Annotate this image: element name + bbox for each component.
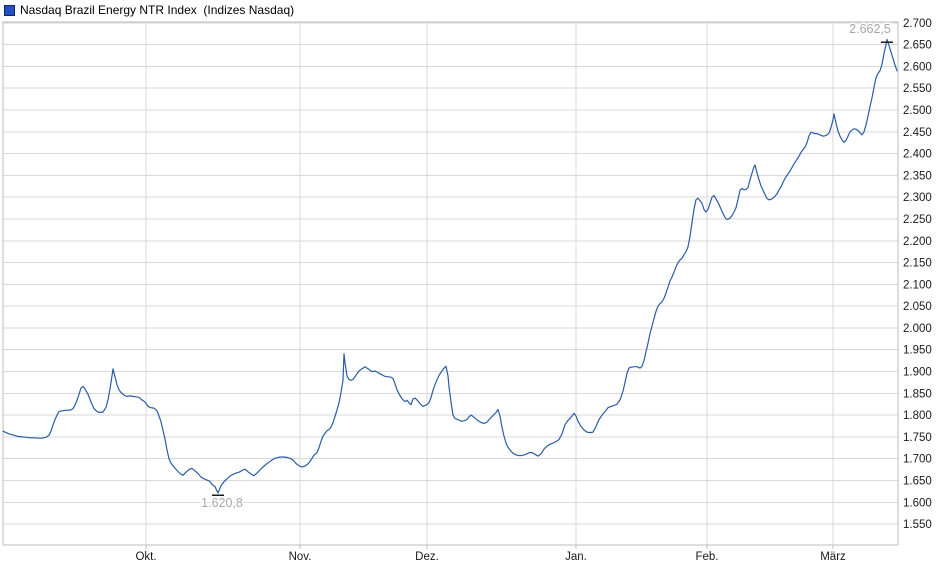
y-axis-tick-label: 2.550 — [903, 83, 932, 95]
max-value-label: 2.662,5 — [849, 22, 891, 36]
min-value-label: 1.620,8 — [201, 496, 243, 510]
x-axis-tick-label: März — [820, 551, 846, 563]
y-axis-tick-label: 1.650 — [903, 475, 932, 487]
y-axis-tick-label: 2.500 — [903, 105, 932, 117]
y-axis-tick-label: 2.250 — [903, 214, 932, 226]
x-axis-tick-label: Dez. — [415, 551, 439, 563]
y-axis-tick-label: 1.550 — [903, 519, 932, 531]
y-axis-tick-label: 1.600 — [903, 497, 932, 509]
y-axis-tick-label: 1.750 — [903, 432, 932, 444]
x-axis-tick-label: Nov. — [289, 551, 312, 563]
y-axis-tick-label: 2.150 — [903, 258, 932, 270]
y-axis-tick-label: 2.050 — [903, 301, 932, 313]
y-axis-tick-label: 2.200 — [903, 236, 932, 248]
y-axis-tick-label: 1.850 — [903, 388, 932, 400]
y-axis-tick-label: 2.450 — [903, 127, 932, 139]
chart-title-bar: Nasdaq Brazil Energy NTR Index (Indizes … — [4, 3, 294, 17]
plot-border — [2, 21, 899, 546]
y-axis-tick-label: 2.650 — [903, 40, 932, 52]
x-axis-tick-label: Feb. — [695, 551, 718, 563]
y-axis-tick-label: 1.900 — [903, 367, 932, 379]
y-axis-tick-label: 2.100 — [903, 279, 932, 291]
y-axis-tick-label: 2.000 — [903, 323, 932, 335]
y-axis-tick-label: 2.700 — [903, 18, 932, 30]
price-line-series — [2, 38, 898, 494]
y-axis-tick-label: 1.950 — [903, 345, 932, 357]
series-legend-square-icon — [4, 4, 15, 16]
y-axis-tick-label: 1.800 — [903, 410, 932, 422]
y-axis-tick-label: 2.300 — [903, 192, 932, 204]
y-axis-tick-label: 2.400 — [903, 149, 932, 161]
y-axis-tick-label: 2.350 — [903, 170, 932, 182]
y-axis-tick-label: 2.600 — [903, 61, 932, 73]
chart-title: Nasdaq Brazil Energy NTR Index (Indizes … — [20, 3, 295, 17]
x-axis-tick-label: Jan. — [565, 551, 587, 563]
y-axis-tick-label: 1.700 — [903, 454, 932, 466]
x-axis-tick-label: Okt. — [135, 551, 156, 563]
